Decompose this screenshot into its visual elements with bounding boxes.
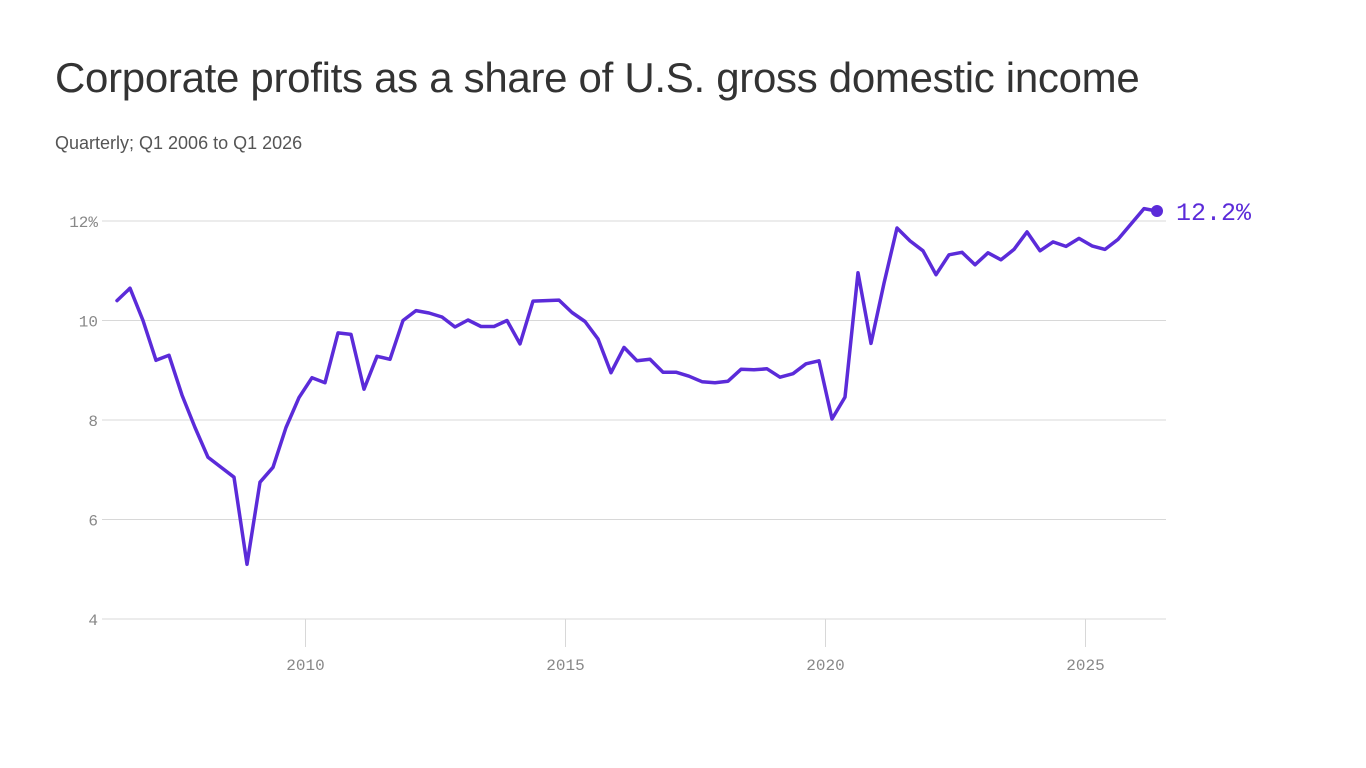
end-point-marker xyxy=(1151,205,1163,218)
x-tick-label: 2020 xyxy=(806,657,844,675)
page-title: Corporate profits as a share of U.S. gro… xyxy=(55,54,1140,101)
grid-layer xyxy=(102,220,1166,620)
series-layer: 12.2% xyxy=(115,199,1252,567)
y-tick-label: 8 xyxy=(88,413,98,431)
y-tick-label: 6 xyxy=(88,513,98,531)
y-tick-label: 4 xyxy=(88,612,98,630)
y-tick-label: 10 xyxy=(79,314,98,332)
x-tick-label: 2015 xyxy=(546,657,584,675)
chart-subtitle: Quarterly; Q1 2006 to Q1 2026 xyxy=(55,133,303,153)
end-value-label: 12.2% xyxy=(1176,199,1252,228)
x-tick-label: 2010 xyxy=(286,657,324,675)
x-tick-label: 2025 xyxy=(1066,657,1104,675)
series-line xyxy=(115,206,1159,567)
y-tick-label: 12% xyxy=(69,214,98,232)
axis-layer: 4 6 8 10 12% 2010 2015 2020 2025 xyxy=(69,214,1105,675)
